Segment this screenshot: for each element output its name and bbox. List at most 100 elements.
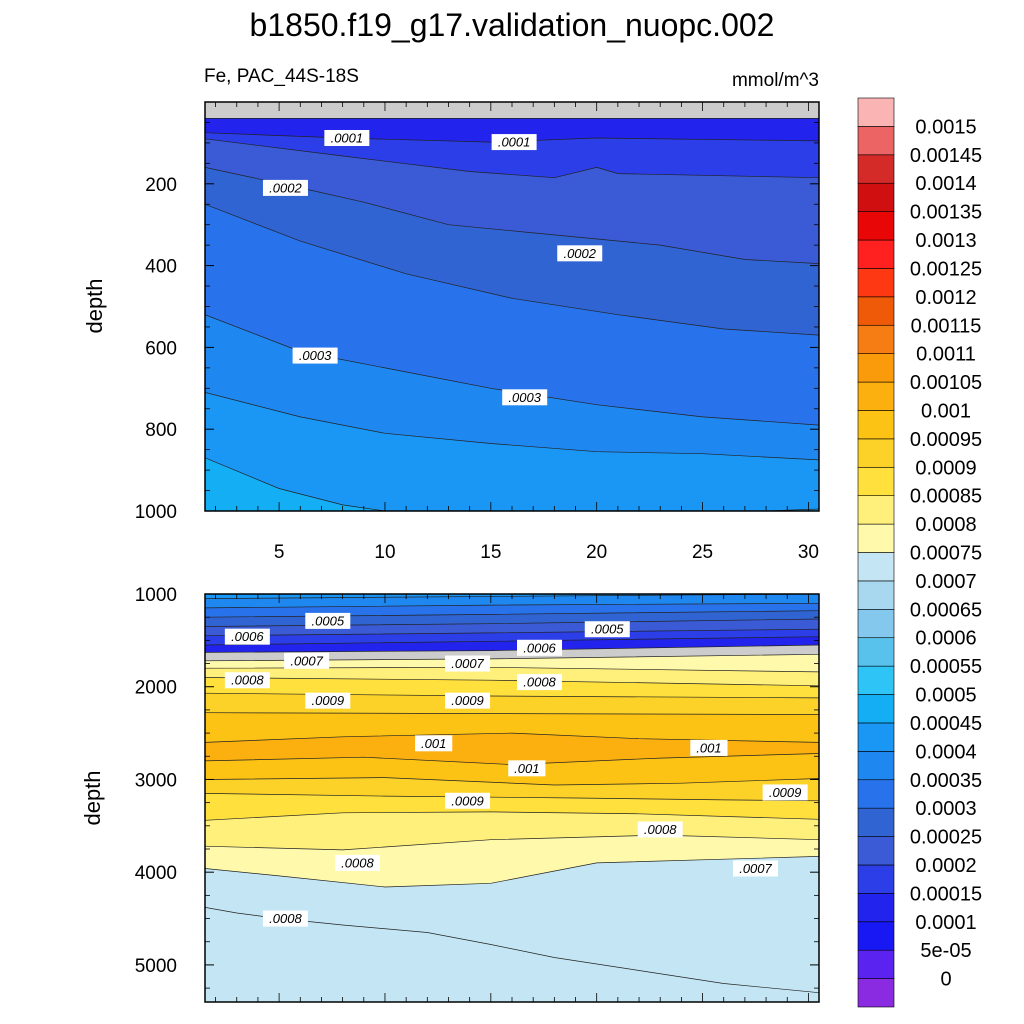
- contour-label-bg: [445, 655, 491, 672]
- upper-y-axis-title: depth: [82, 278, 107, 333]
- colorbar-label: 0.00045: [910, 713, 982, 735]
- region-label: Fe, PAC_44S-18S: [204, 66, 359, 87]
- colorbar-label: 0.0006: [915, 628, 976, 650]
- upper-axes: 200 400 600 800 1000 5 10 15 20 25 30: [135, 101, 819, 563]
- contour-line: [205, 167, 819, 264]
- contour-line: [205, 712, 819, 715]
- contour-label-text: .0006: [231, 629, 264, 644]
- x-tick-label: 20: [586, 542, 607, 563]
- contour-label-text: .0003: [508, 390, 541, 405]
- contour-label: .0007: [284, 652, 330, 669]
- contour-label: .0009: [445, 692, 491, 709]
- lower-contour-fills: [205, 594, 819, 1002]
- contour-label-bg: [262, 910, 308, 927]
- colorbar-label: 0: [940, 969, 951, 991]
- colorbar-swatch: [857, 609, 895, 639]
- colorbar-swatch: [857, 637, 895, 667]
- colorbar-label: 0.00015: [910, 883, 982, 905]
- upper-contour-labels: .0001 .0001 .0002 .0002 .0003 .0003: [262, 129, 603, 406]
- x-tick-label: 25: [692, 542, 713, 563]
- colorbar-swatch: [857, 779, 895, 809]
- contour-label: .0009: [762, 784, 808, 801]
- contour-label-text: .0006: [523, 640, 556, 655]
- contour-line: [205, 618, 819, 627]
- contour-band: [205, 392, 819, 511]
- contour-line: [205, 610, 819, 618]
- contour-label-bg: [445, 792, 491, 809]
- contour-label-text: .0002: [563, 246, 596, 261]
- lower-contour-labels: .0005 .0005 .0006 .0006 .0007 .0007 .0008 .0008…: [224, 612, 808, 927]
- contour-label-bg: [491, 134, 537, 151]
- contour-label-bg: [224, 628, 270, 645]
- contour-label: .0009: [305, 692, 351, 709]
- contour-band: [205, 509, 819, 511]
- contour-label-bg: [557, 245, 603, 262]
- contour-line: [205, 777, 819, 786]
- colorbar-swatch: [857, 751, 895, 781]
- colorbar-label: 0.00135: [910, 202, 982, 224]
- y-tick-label: 5000: [135, 956, 177, 977]
- colorbar-label: 0.0001: [915, 912, 976, 934]
- contour-label: .0008: [517, 674, 563, 691]
- contour-label-text: .0001: [498, 135, 531, 150]
- colorbar-label: 0.0009: [915, 457, 976, 479]
- colorbar-swatch: [857, 182, 895, 212]
- colorbar-label: 0.00145: [910, 145, 982, 167]
- colorbar-swatch: [857, 268, 895, 298]
- contour-label: .0009: [445, 792, 491, 809]
- contour-line: [205, 636, 819, 646]
- colorbar-swatch: [857, 211, 895, 241]
- lower-y-axis-title: depth: [80, 770, 105, 825]
- colorbar-label: 0.00105: [910, 372, 982, 394]
- contour-label-text: .0009: [312, 693, 345, 708]
- contour-line: [205, 692, 819, 699]
- contour-band: [205, 907, 819, 1002]
- contour-label-text: .001: [514, 761, 539, 776]
- colorbar-swatch: [857, 466, 895, 496]
- contour-line: [205, 856, 819, 888]
- contour-label-bg: [324, 129, 370, 146]
- x-tick-label: 10: [374, 542, 395, 563]
- contour-line: [205, 907, 819, 994]
- colorbar-swatch: [857, 552, 895, 582]
- contour-line: [205, 138, 819, 179]
- contour-label-bg: [415, 735, 453, 752]
- contour-label: .0001: [324, 129, 370, 146]
- colorbar-label: 0.0007: [915, 571, 976, 593]
- contour-label-bg: [584, 621, 630, 638]
- y-tick-label: 3000: [135, 770, 177, 791]
- contour-label-text: .0009: [451, 693, 484, 708]
- contour-label-text: .0005: [312, 613, 345, 628]
- colorbar-swatch: [857, 296, 895, 326]
- contour-label-bg: [445, 692, 491, 709]
- y-tick-label: 600: [145, 338, 177, 359]
- lower-axes: 1000 2000 3000 4000 5000: [135, 585, 819, 1002]
- contour-label-bg: [334, 854, 380, 871]
- colorbar-swatch: [857, 949, 895, 979]
- contour-label-bg: [305, 612, 351, 629]
- colorbar-swatch: [857, 324, 895, 354]
- colorbar-label: 0.00055: [910, 656, 982, 678]
- contour-label-bg: [732, 860, 778, 877]
- contour-label-bg: [508, 760, 546, 777]
- contour-label-bg: [292, 347, 338, 364]
- contour-label: .0008: [334, 854, 380, 871]
- contour-label: .0003: [292, 347, 338, 364]
- colorbar-label: 0.0013: [915, 230, 976, 252]
- contour-label-bg: [690, 739, 728, 756]
- upper-contour-fills: [205, 102, 819, 511]
- contour-label-text: .0008: [523, 675, 556, 690]
- colorbar-label: 0.00035: [910, 770, 982, 792]
- colorbar-label: 0.001: [921, 400, 971, 422]
- colorbar-swatch: [857, 722, 895, 752]
- contour-line: [205, 644, 819, 653]
- colorbar-label: 0.0002: [915, 855, 976, 877]
- contour-band: [205, 457, 819, 511]
- contour-label: .0008: [637, 821, 683, 838]
- contour-label-text: .0005: [591, 622, 624, 637]
- y-tick-label: 1000: [135, 585, 177, 606]
- contour-line: [205, 677, 819, 687]
- colorbar-label: 0.00095: [910, 429, 982, 451]
- y-tick-label: 4000: [135, 863, 177, 884]
- contour-line: [205, 834, 819, 851]
